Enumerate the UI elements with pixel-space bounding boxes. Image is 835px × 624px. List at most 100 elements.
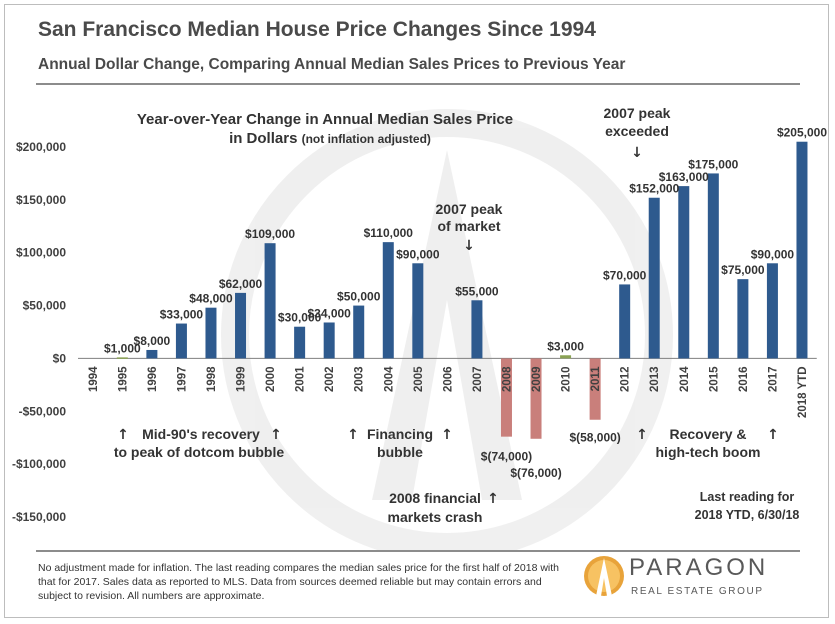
y-tick-label: -$50,000 [19,404,67,418]
title-divider [36,83,800,85]
data-label: $55,000 [455,284,499,298]
bar [796,141,808,359]
x-tick-label: 2007 [472,366,484,392]
bar [382,242,394,359]
x-tick-label: 2002 [324,366,336,392]
page-subtitle: Annual Dollar Change, Comparing Annual M… [38,56,626,73]
annotation-financing-line1: Financing [367,426,433,442]
up-arrow-icon: ↑ [767,427,779,443]
annotation-peak-exceeded-line1: 2007 peak [604,105,671,121]
bar [353,305,365,359]
x-tick-label: 2015 [708,366,720,392]
x-tick-label: 2004 [383,366,395,392]
x-tick-label: 2008 [501,366,513,392]
annotation-2007-peak-line2: of market [437,218,500,234]
annotation-mid90s-line1: Mid-90's recovery [142,426,260,442]
x-tick-label: 2014 [679,366,691,392]
data-label: $34,000 [307,306,351,320]
x-tick-label: 2000 [265,366,277,392]
bar [116,357,128,359]
annotation-last-reading-line2: 2018 YTD, 6/30/18 [695,508,800,522]
bar [707,173,719,359]
data-label: $175,000 [688,157,738,171]
footnote: No adjustment made for inflation. The la… [38,562,559,602]
bar [530,358,542,439]
data-label: $(74,000) [481,450,532,464]
data-label: $205,000 [777,126,827,140]
y-tick-label: $150,000 [16,193,66,207]
x-tick-label: 2006 [442,366,454,392]
data-label: $75,000 [721,263,765,277]
y-tick-label: -$100,000 [12,457,66,471]
logo-tagline: REAL ESTATE GROUP [631,586,764,597]
annotation-last-reading-line1: Last reading for [700,490,795,504]
bar [589,358,601,420]
annotation-peak-exceeded-line2: exceeded [605,123,669,139]
annotation-recovery-line2: high-tech boom [656,444,761,460]
bar [294,326,306,359]
up-arrow-icon: ↑ [636,427,648,443]
data-label: $90,000 [396,247,440,261]
x-tick-label: 2003 [354,366,366,392]
x-tick-label: 1996 [147,366,159,392]
x-tick-label: 2005 [413,366,425,392]
annotation-crash-line1: 2008 financial [389,490,481,506]
data-label: $50,000 [337,290,381,304]
x-tick-label: 1995 [117,366,129,392]
bar [619,284,631,359]
chart-title-line2: in Dollars (not inflation adjusted) [229,130,431,147]
paragon-logo: PARAGON REAL ESTATE GROUP [582,550,802,610]
chart-frame [4,4,829,618]
bar [737,279,749,359]
data-label: $(58,000) [569,431,620,445]
y-tick-label: -$150,000 [12,510,66,524]
data-label: $62,000 [219,277,263,291]
data-label: $8,000 [134,334,171,348]
logo-name: PARAGON [629,554,769,581]
data-label: $70,000 [603,268,647,282]
x-tick-label: 1997 [176,366,188,392]
data-label: $90,000 [751,247,795,261]
y-tick-label: $50,000 [23,299,67,313]
x-tick-label: 1998 [206,366,218,392]
x-tick-label: 2010 [561,366,573,392]
bar [500,358,512,437]
data-label: $152,000 [629,182,679,196]
bar [412,263,424,359]
bar [766,263,778,359]
bar [264,243,276,359]
data-label: $30,000 [278,311,322,325]
x-tick-label: 2013 [649,366,661,392]
annotation-mid90s-line2: to peak of dotcom bubble [114,444,285,460]
data-label: $(76,000) [510,466,561,480]
up-arrow-icon: ↑ [441,427,453,443]
y-tick-label: $0 [53,351,67,365]
x-tick-label: 2009 [531,366,543,392]
data-label: $163,000 [659,170,709,184]
chart-title: Year-over-Year Change in Annual Median S… [137,111,513,128]
bar [205,307,217,359]
x-tick-label: 2011 [590,366,602,392]
x-tick-label: 1994 [88,366,100,392]
up-arrow-icon: ↑ [347,427,359,443]
y-tick-label: $100,000 [16,246,66,260]
page-title: San Francisco Median House Price Changes… [38,18,596,41]
x-tick-label: 1999 [236,366,248,392]
bar [146,349,158,359]
data-label: $110,000 [364,226,414,240]
bar [471,300,483,359]
data-label: $1,000 [104,341,141,355]
bar [175,323,187,359]
bar [560,355,572,359]
data-label: $48,000 [189,292,233,306]
x-tick-label: 2017 [767,366,779,392]
x-tick-label: 2012 [620,366,632,392]
annotation-recovery-line1: Recovery & [669,426,746,442]
up-arrow-icon: ↑ [270,427,282,443]
up-arrow-icon: ↑ [487,491,499,507]
annotation-crash-line2: markets crash [388,509,483,525]
data-label: $109,000 [245,227,295,241]
bar-chart: $200,000 $150,000 $100,000 $50,000 $0 -$50,00… [12,105,827,550]
x-tick-label: 2018 YTD [797,366,809,418]
x-tick-label: 2001 [295,366,307,392]
